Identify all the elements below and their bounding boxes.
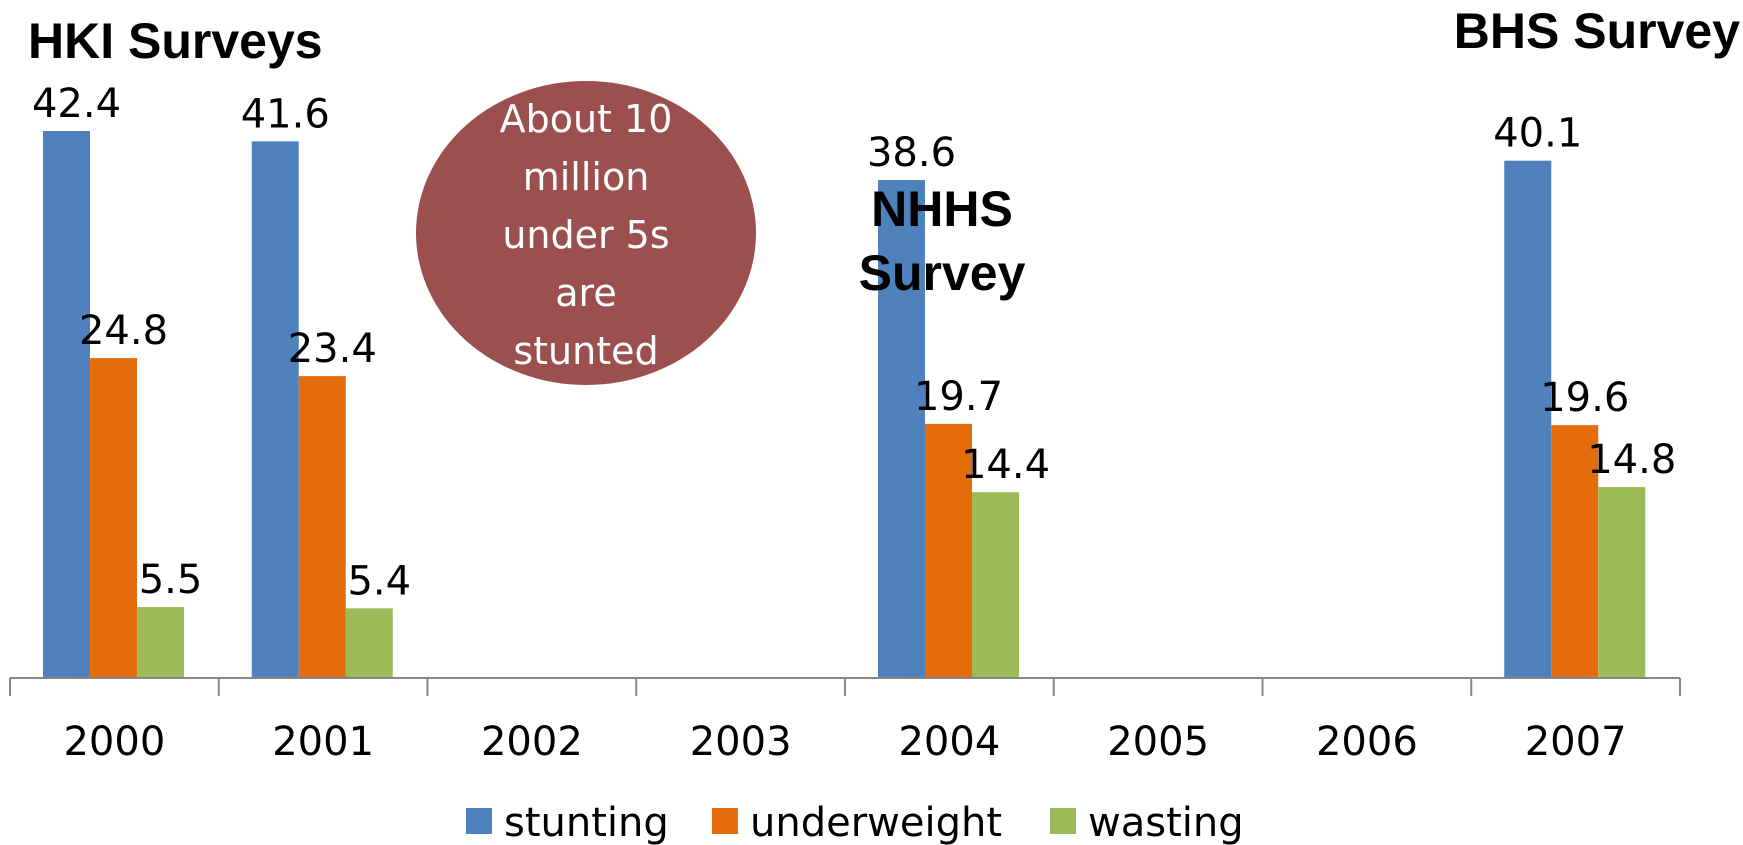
legend-label-stunting: stunting [504,800,669,845]
annotation-bhs-survey: BHS Survey [1454,3,1740,59]
bar-underweight-2001 [298,376,346,678]
bar-underweight-2000 [90,358,137,678]
data-label-stunting-2007: 40.1 [1493,111,1582,157]
data-label-underweight-2007: 19.6 [1540,375,1629,421]
bars-layer [43,131,1646,679]
x-tick-label-2007: 2007 [1525,719,1627,765]
annotation-hki-surveys: HKI Surveys [28,13,323,69]
x-tick-label-2006: 2006 [1316,719,1418,765]
data-label-wasting-2004: 14.4 [961,442,1050,488]
x-tick-label-2003: 2003 [690,719,792,765]
data-labels: 42.4 24.8 5.5 41.6 23.4 5.4 38.6 19.7 14.4 40.1 19… [32,81,1676,604]
x-tick-label-2002: 2002 [481,719,583,765]
callout-ellipse [416,81,756,385]
annotation-nhhs-line1: NHHS [871,181,1013,237]
bar-stunting-2000 [43,131,90,678]
data-label-wasting-2000: 5.5 [139,557,203,603]
legend-label-wasting: wasting [1088,800,1244,845]
bar-wasting-2000 [137,607,184,678]
bar-wasting-2007 [1598,487,1646,678]
callout-line-3: under 5s [502,213,669,257]
x-tick-label-2000: 2000 [63,719,165,765]
legend-label-underweight: underweight [750,800,1002,845]
bar-stunting-2004 [878,180,925,678]
x-tick-label-2005: 2005 [1107,719,1209,765]
data-label-stunting-2001: 41.6 [241,91,330,137]
bar-underweight-2004 [925,423,972,678]
data-label-stunting-2000: 42.4 [32,81,121,127]
data-label-underweight-2004: 19.7 [914,374,1003,420]
x-axis [9,677,1681,696]
legend-swatch-underweight [712,808,738,834]
annotation-nhhs-line2: Survey [859,245,1026,301]
callout-bubble: About 10 million under 5s are stunted [416,81,756,385]
data-label-wasting-2001: 5.4 [347,558,411,604]
callout-line-2: million [523,155,650,199]
legend-swatch-stunting [466,808,492,834]
data-label-stunting-2004: 38.6 [867,130,956,176]
bar-stunting-2007 [1504,160,1552,678]
callout-line-1: About 10 [500,97,673,141]
callout-line-4: are [555,271,616,315]
bar-wasting-2004 [972,492,1019,678]
data-label-wasting-2007: 14.8 [1587,437,1676,483]
x-tick-label-2001: 2001 [272,719,374,765]
bar-stunting-2001 [251,141,299,679]
legend: stunting underweight wasting [466,800,1244,845]
bar-underweight-2007 [1551,425,1599,678]
x-tick-labels: 2000 2001 2002 2003 2004 2005 2006 2007 [63,719,1626,765]
data-label-underweight-2000: 24.8 [79,308,168,354]
x-tick-label-2004: 2004 [898,719,1000,765]
data-label-underweight-2001: 23.4 [288,326,377,372]
callout-line-5: stunted [513,329,658,373]
bar-wasting-2001 [345,608,393,678]
legend-swatch-wasting [1050,808,1076,834]
